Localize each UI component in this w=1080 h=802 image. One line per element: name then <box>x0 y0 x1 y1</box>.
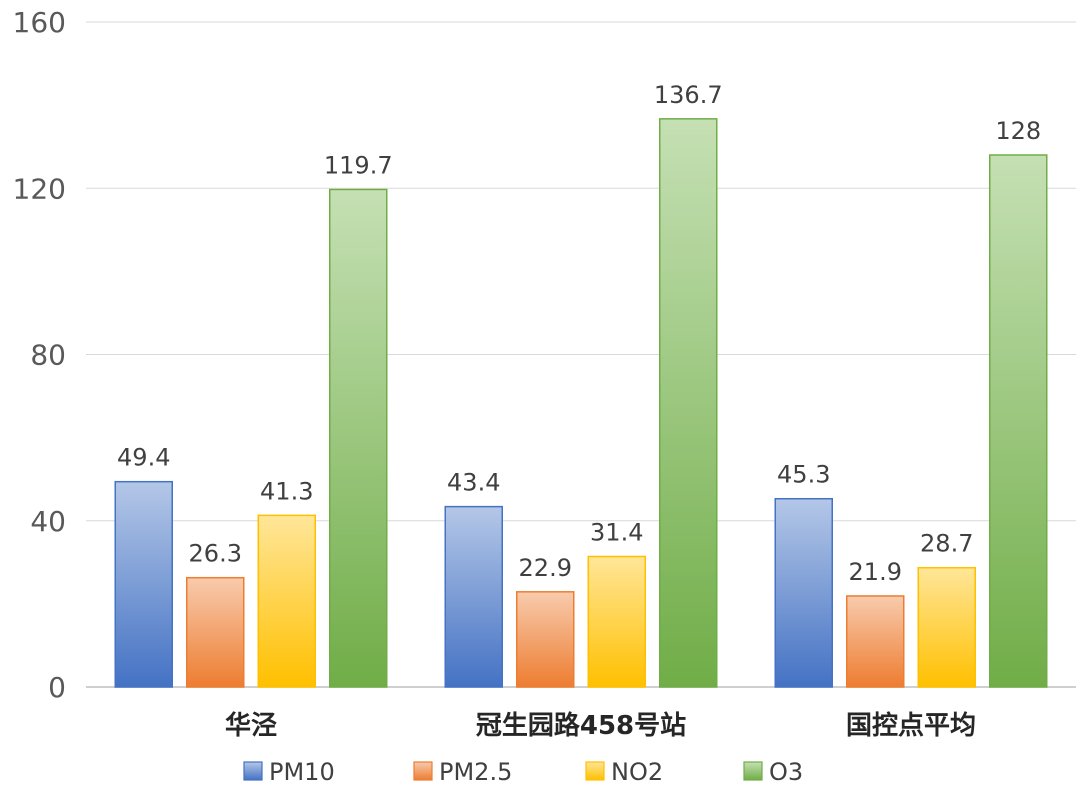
y-tick-label: 160 <box>13 6 66 39</box>
bars <box>114 118 1048 688</box>
legend-label: O3 <box>769 758 803 786</box>
data-label: 22.9 <box>519 554 572 582</box>
data-label: 26.3 <box>189 540 242 568</box>
data-label: 128 <box>995 117 1041 145</box>
data-label: 21.9 <box>849 558 902 586</box>
value-labels: 49.4 26.3 41.3 119.7 43.4 22.9 31.4 136.7 45.3 21… <box>117 81 1041 586</box>
data-label: 41.3 <box>260 477 313 505</box>
bar-o3-1 <box>329 188 388 688</box>
x-axis-categories: 华泾 冠生园路458号站 国控点平均 <box>225 710 976 741</box>
legend-label: PM10 <box>269 758 335 786</box>
bar-pm25-2 <box>516 591 575 688</box>
data-label: 28.7 <box>920 530 973 558</box>
bar-no2-3 <box>917 566 976 688</box>
data-label: 43.4 <box>447 469 500 497</box>
y-tick-label: 120 <box>13 172 66 205</box>
data-label: 136.7 <box>654 81 723 109</box>
x-category-label: 华泾 <box>225 710 277 741</box>
bar-pm25-3 <box>846 595 905 688</box>
y-tick-label: 80 <box>30 339 66 372</box>
legend-label: NO2 <box>611 758 663 786</box>
data-label: 119.7 <box>324 151 393 179</box>
legend-swatch <box>243 761 263 781</box>
gridlines <box>86 21 1076 688</box>
x-category-label: 国控点平均 <box>846 710 976 741</box>
data-label: 45.3 <box>777 461 830 489</box>
bar-o3-2 <box>659 118 718 688</box>
data-label: 49.4 <box>117 444 170 472</box>
bar-pm10-3 <box>774 497 833 688</box>
legend: PM10 PM2.5 NO2 O3 <box>243 758 803 786</box>
y-axis-ticks: 0 40 80 120 160 <box>13 6 66 704</box>
data-label: 31.4 <box>590 518 643 546</box>
legend-swatch <box>413 761 433 781</box>
legend-label: PM2.5 <box>439 758 512 786</box>
bar-pm10-1 <box>114 480 173 688</box>
bar-o3-3 <box>989 154 1048 688</box>
legend-swatch <box>743 761 763 781</box>
x-category-label: 冠生园路458号站 <box>476 710 686 741</box>
y-tick-label: 40 <box>30 505 66 538</box>
y-tick-label: 0 <box>48 671 66 704</box>
bar-pm10-2 <box>444 505 503 688</box>
legend-swatch <box>585 761 605 781</box>
bar-pm25-1 <box>186 576 245 688</box>
bar-no2-1 <box>257 514 316 688</box>
bar-no2-2 <box>587 555 646 688</box>
